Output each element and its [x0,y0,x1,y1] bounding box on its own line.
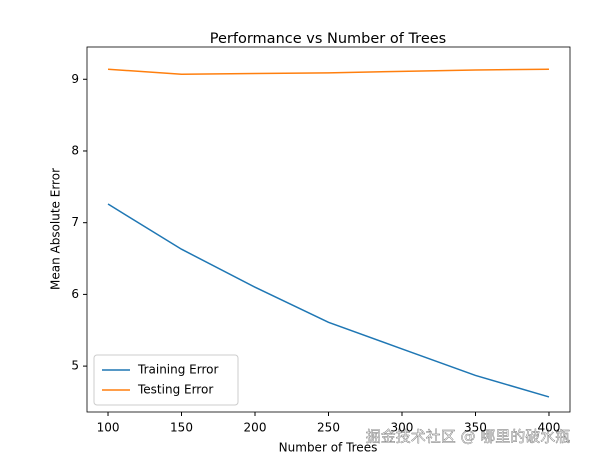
x-tick-label: 350 [464,421,487,435]
y-tick-label: 8 [71,143,79,157]
legend-box [93,354,239,406]
x-tick-label: 300 [391,421,414,435]
data-line [107,203,550,398]
watermark: 掘金技术社区 @ 哪里的破水瓶 [366,428,571,446]
y-tick-label: 9 [71,72,79,86]
legend-label: Training Error [137,363,218,377]
x-tick-label: 400 [538,421,561,435]
y-axis-label: Mean Absolute Error [49,168,63,290]
x-tick-label: 100 [97,421,120,435]
chart-title: Performance vs Number of Trees [210,31,446,47]
data-line [107,68,549,75]
x-tick-label: 200 [244,421,267,435]
x-axis-label: Number of Trees [279,441,378,455]
legend-label: Testing Error [137,383,213,397]
y-tick-label: 5 [71,359,79,373]
y-tick-label: 6 [71,287,79,301]
y-tick-label: 7 [71,215,79,229]
x-tick-label: 250 [317,421,340,435]
x-tick-label: 150 [170,421,193,435]
plot-frame [86,46,571,413]
